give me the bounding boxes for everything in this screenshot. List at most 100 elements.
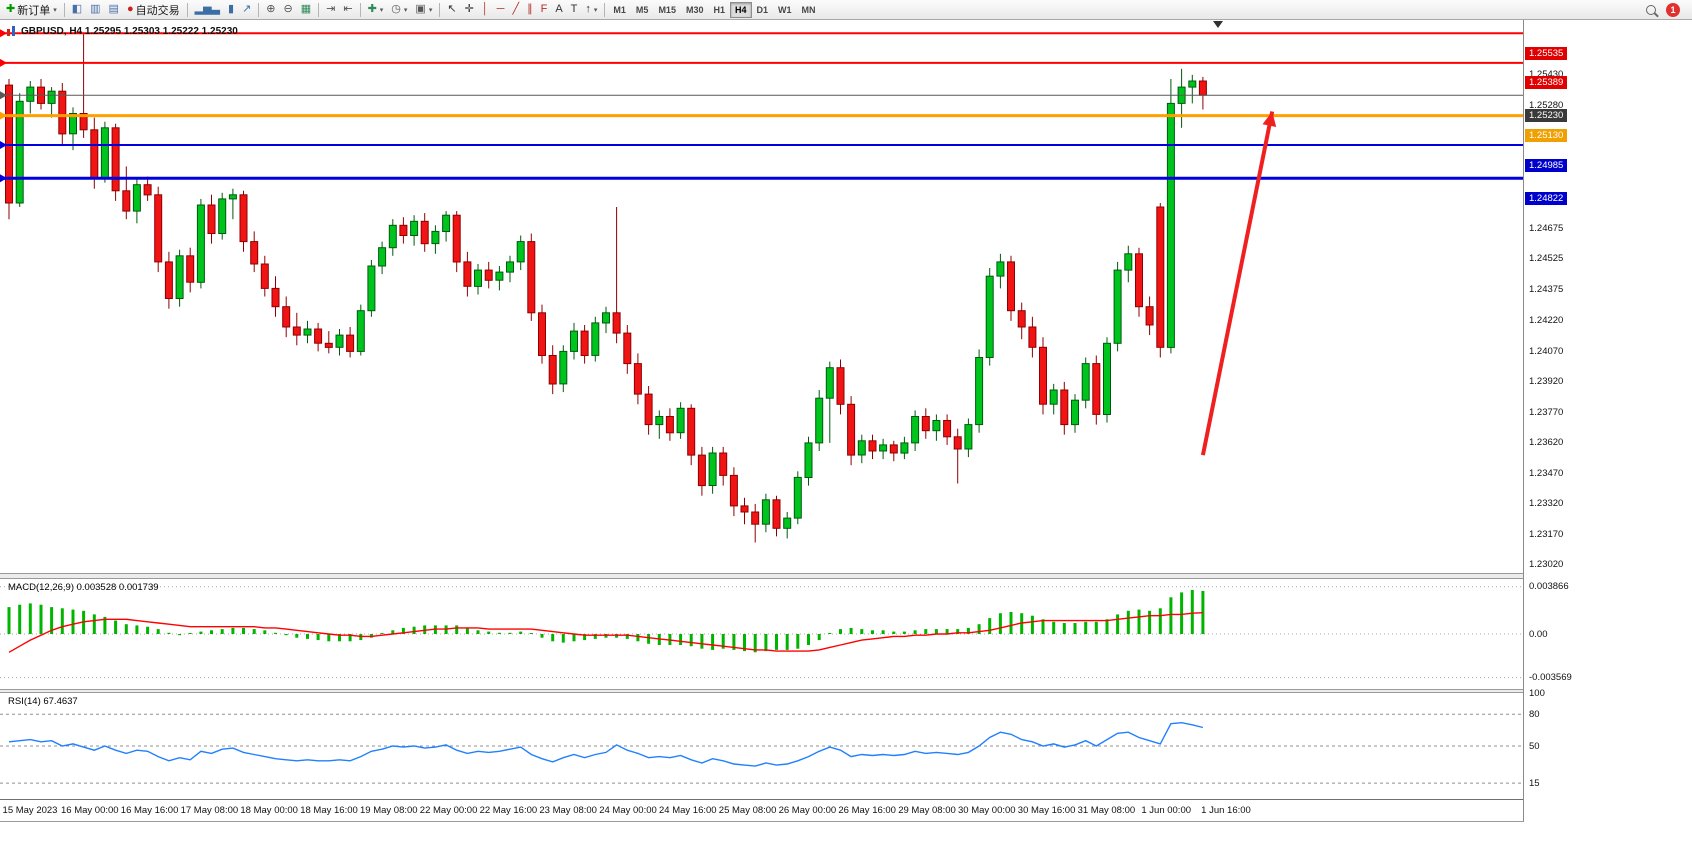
label-icon: T — [570, 3, 578, 15]
time-tick-label: 29 May 08:00 — [898, 805, 956, 816]
price-tick-label: 1.23170 — [1529, 528, 1564, 540]
bar-chart-button[interactable]: ▂▅▃ — [191, 0, 224, 19]
price-line-badge[interactable]: 1.25389 — [1525, 76, 1568, 90]
price-tick-label: 1.25430 — [1529, 69, 1564, 81]
line-handle — [0, 29, 7, 38]
timeframe-d1-button[interactable]: D1 — [756, 4, 769, 15]
price-line-badge[interactable]: 1.24822 — [1525, 191, 1568, 205]
navigator-button[interactable]: ▥ — [86, 0, 104, 19]
zoom-out-button[interactable]: ⊖ — [280, 0, 297, 19]
rsi-axis-label: 80 — [1529, 708, 1540, 720]
panel-splitter[interactable] — [0, 689, 1692, 693]
terminal-button[interactable]: ▤ — [105, 0, 123, 19]
horizontal-line-button[interactable]: ─ — [493, 0, 509, 19]
autotrading-icon: ● — [126, 3, 134, 15]
price-line-badge[interactable]: 1.25230 — [1525, 108, 1568, 122]
chart-shift-icon: ⇤ — [343, 3, 353, 15]
rsi-panel[interactable] — [0, 693, 1523, 799]
time-tick-label: 24 May 16:00 — [659, 805, 717, 816]
channel-button[interactable]: ∥ — [523, 0, 537, 19]
line-handle — [0, 141, 7, 149]
candles — [5, 34, 1207, 543]
timeframe-w1-button[interactable]: W1 — [778, 4, 792, 15]
indicators-icon: ✚ — [367, 3, 377, 15]
toolbar-separator — [318, 2, 320, 17]
cursor-icon: ↖ — [447, 3, 457, 15]
price-tick-label: 1.24375 — [1529, 283, 1564, 295]
search-button[interactable] — [1642, 0, 1660, 19]
time-tick-label: 18 May 00:00 — [240, 805, 298, 816]
macd-axis-label: 0.003866 — [1529, 581, 1569, 593]
timeframe-h1-button[interactable]: H1 — [713, 4, 725, 15]
timeframe-h4-button[interactable]: H4 — [729, 1, 752, 18]
zoom-out-icon: ⊖ — [283, 3, 293, 15]
macd-axis-label: -0.003569 — [1529, 672, 1572, 684]
price-axis[interactable]: 1.25430 1.25280 1.24675 1.24525 1.24375 1.242… — [1524, 20, 1692, 841]
toolbar-right-group: 1 — [1642, 0, 1680, 19]
horizontal-lines — [0, 29, 1523, 183]
toolbar-separator — [186, 2, 188, 17]
vertical-line-button[interactable]: │ — [478, 0, 493, 19]
chart-shift-button[interactable]: ⇤ — [339, 0, 356, 19]
market-watch-icon: ◧ — [71, 3, 83, 15]
time-axis[interactable]: 15 May 2023 16 May 00:00 16 May 16:00 17 Ma… — [0, 801, 1523, 819]
line-chart-button[interactable]: ↗ — [238, 0, 255, 19]
rsi-axis-label: 15 — [1529, 777, 1540, 789]
bar-chart-icon: ▂▅▃ — [194, 3, 220, 15]
autotrading-button-label: 自动交易 — [135, 4, 180, 17]
autotrading-button[interactable]: ● 自动交易 — [123, 0, 184, 19]
price-line-badge[interactable]: 1.24985 — [1525, 158, 1568, 172]
price-line-badge[interactable]: 1.25535 — [1525, 46, 1568, 60]
timeframe-m1-button[interactable]: M1 — [613, 4, 626, 15]
notification-badge[interactable]: 1 — [1666, 2, 1680, 17]
text-button[interactable]: A — [551, 0, 566, 19]
arrows-button[interactable]: ↑ ▾ — [581, 0, 601, 19]
macd-panel[interactable] — [0, 579, 1523, 689]
time-tick-label: 30 May 16:00 — [1017, 805, 1076, 816]
tile-windows-button[interactable]: ▦ — [297, 0, 315, 19]
time-axis-separator — [0, 799, 1692, 800]
market-watch-button[interactable]: ◧ — [68, 0, 86, 19]
new-order-button-label: 新订单 — [17, 4, 51, 17]
candlestick-chart[interactable] — [0, 20, 1523, 573]
trend-arrow — [1200, 111, 1277, 456]
auto-scroll-button[interactable]: ⇥ — [322, 0, 339, 19]
price-line-badge[interactable]: 1.25130 — [1525, 129, 1568, 143]
price-tick-label: 1.24525 — [1529, 253, 1564, 265]
time-tick-label: 1 Jun 00:00 — [1141, 805, 1192, 816]
new-order-button[interactable]: ✚ 新订单 ▾ — [2, 0, 61, 19]
timeframe-m30-button[interactable]: M30 — [685, 4, 704, 15]
rsi-axis-label: 100 — [1529, 687, 1545, 699]
label-button[interactable]: T — [567, 0, 582, 19]
dropdown-caret-icon: ▾ — [593, 6, 598, 14]
time-tick-label: 19 May 08:00 — [360, 805, 418, 816]
time-tick-label: 23 May 08:00 — [539, 805, 597, 816]
clock-icon: ◷ — [391, 3, 401, 15]
price-tick-label: 1.24675 — [1529, 222, 1564, 234]
crosshair-button[interactable]: ✛ — [461, 0, 478, 19]
macd-axis-label: 0.00 — [1529, 628, 1548, 640]
zoom-in-button[interactable]: ⊕ — [262, 0, 279, 19]
toolbar-separator — [63, 2, 65, 17]
time-tick-label: 16 May 00:00 — [61, 805, 119, 816]
timeframe-m15-button[interactable]: M15 — [658, 4, 676, 15]
text-icon: A — [555, 3, 563, 15]
dropdown-caret-icon: ▾ — [379, 6, 384, 14]
crosshair-icon: ✛ — [464, 3, 474, 15]
time-tick-label: 1 Jun 16:00 — [1201, 805, 1251, 816]
templates-button[interactable]: ▣ ▾ — [411, 0, 436, 19]
indicators-button[interactable]: ✚ ▾ — [364, 0, 388, 19]
symbol-ohlc-text: GBPUSD, H4 1.25295 1.25303 1.25222 1.252… — [21, 26, 238, 37]
fibonacci-button[interactable]: F — [537, 0, 552, 19]
time-tick-label: 31 May 08:00 — [1077, 805, 1136, 816]
periods-button[interactable]: ◷ ▾ — [387, 0, 411, 19]
cursor-button[interactable]: ↖ — [443, 0, 460, 19]
trendline-button[interactable]: ╱ — [508, 0, 523, 19]
timeframe-mn-button[interactable]: MN — [801, 4, 816, 15]
price-axis-separator — [1523, 20, 1524, 821]
timeframe-m5-button[interactable]: M5 — [635, 4, 649, 15]
candlestick-chart-button[interactable]: ▮ — [224, 0, 238, 19]
panel-splitter[interactable] — [0, 573, 1692, 579]
line-handle — [0, 174, 7, 183]
